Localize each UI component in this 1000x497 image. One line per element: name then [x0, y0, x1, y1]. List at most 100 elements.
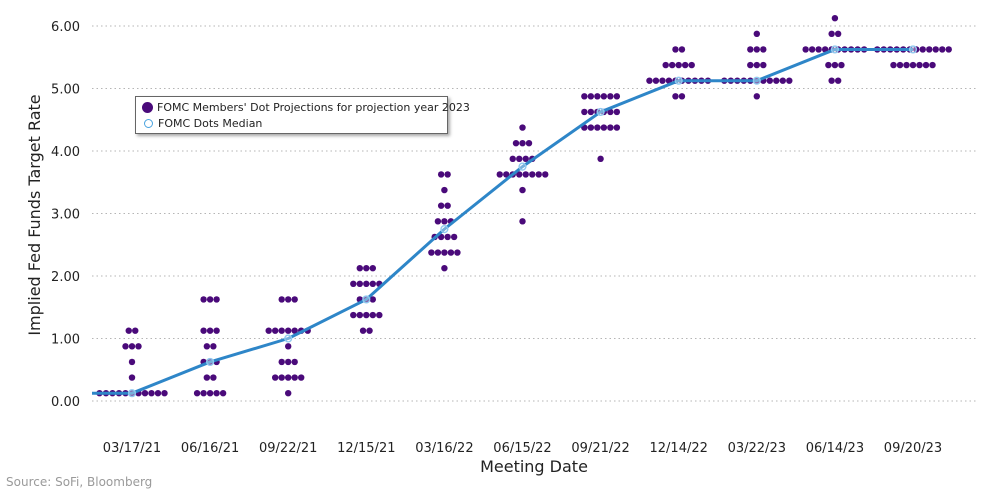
projection-dot: [272, 374, 279, 381]
projection-dot: [594, 124, 601, 131]
projection-dot: [760, 61, 767, 69]
projection-dot: [594, 93, 601, 100]
projection-dot: [909, 61, 917, 69]
projection-dot: [200, 327, 207, 334]
projection-dot: [141, 389, 149, 397]
y-tick-label: 2.00: [51, 270, 80, 285]
projection-dot: [447, 249, 455, 256]
projection-dot: [525, 139, 533, 147]
projection-dot: [278, 327, 285, 334]
projection-dot: [285, 296, 292, 303]
projection-dot: [779, 77, 786, 84]
projection-dot: [828, 30, 835, 38]
projection-dot: [581, 93, 588, 100]
projection-dot: [154, 389, 162, 397]
legend: FOMC Members' Dot Projections for projec…: [135, 96, 470, 134]
projection-dot: [659, 77, 666, 84]
median-marker: [596, 107, 605, 117]
projection-dot: [132, 327, 139, 334]
projection-dot: [356, 311, 363, 319]
projection-dot: [369, 280, 376, 288]
projection-dot: [542, 171, 549, 178]
projection-dot: [369, 296, 376, 303]
projection-dot: [376, 311, 383, 319]
projection-dot: [896, 61, 904, 69]
projection-dot: [437, 202, 445, 209]
projection-dot: [831, 14, 839, 22]
projection-dot: [359, 327, 367, 334]
projection-dot: [441, 186, 448, 194]
projection-dot: [450, 233, 458, 241]
projection-dot: [678, 93, 686, 100]
projection-dot: [926, 46, 933, 53]
projection-dot: [444, 202, 451, 209]
projection-dot: [834, 77, 842, 84]
median-marker: [830, 45, 840, 54]
projection-dot: [285, 343, 292, 350]
projection-dot: [441, 249, 448, 256]
projection-dot: [529, 171, 536, 178]
purple-dot-icon: [142, 102, 153, 113]
blue-ring-icon: [144, 119, 153, 128]
projection-dot: [828, 77, 835, 84]
projection-dot: [760, 46, 767, 53]
projection-dot: [278, 296, 285, 303]
x-tick-label: 09/22/21: [259, 441, 317, 456]
projection-dot: [834, 30, 842, 38]
projection-dot: [652, 77, 660, 84]
x-tick-label: 06/14/23: [806, 441, 864, 456]
projection-dot: [444, 171, 451, 178]
projection-dot: [675, 61, 682, 69]
legend-item-dots: FOMC Members' Dot Projections for projec…: [142, 101, 470, 114]
projection-dot: [838, 61, 845, 69]
y-tick-label: 5.00: [51, 83, 80, 98]
projection-dot: [213, 389, 220, 397]
projection-dot: [519, 186, 526, 194]
projection-dot: [363, 311, 370, 319]
projection-dot: [519, 218, 526, 225]
projection-dot: [613, 108, 621, 116]
projection-dot: [366, 327, 373, 334]
projection-dot: [128, 343, 136, 350]
median-marker: [908, 45, 918, 54]
projection-dot: [278, 358, 285, 366]
projection-dot: [272, 327, 279, 334]
dot-projections: [96, 14, 952, 397]
median-marker: [440, 225, 449, 234]
projection-dot: [519, 139, 526, 147]
source-note: Source: SoFi, Bloomberg: [6, 475, 153, 489]
y-tick-label: 0.00: [51, 395, 80, 410]
projection-dot: [939, 46, 946, 53]
projection-dot: [831, 61, 839, 69]
projection-dot: [945, 46, 952, 53]
median-marker: [674, 76, 683, 85]
projection-dot: [128, 374, 136, 381]
x-axis-label: Meeting Date: [480, 457, 588, 476]
projection-dot: [278, 374, 285, 381]
projection-dot: [213, 296, 220, 303]
projection-dot: [815, 46, 822, 53]
projection-dot: [434, 218, 442, 225]
x-tick-label: 06/15/22: [493, 441, 551, 456]
projection-dot: [128, 358, 136, 366]
y-tick-label: 3.00: [51, 208, 80, 223]
projection-dot: [516, 171, 523, 178]
x-tick-label: 03/22/23: [728, 441, 786, 456]
median-marker: [752, 76, 761, 85]
projection-dot: [672, 93, 679, 100]
projection-dot: [753, 30, 760, 38]
x-tick-label: 09/20/23: [884, 441, 942, 456]
projection-dot: [210, 374, 217, 381]
y-tick-label: 6.00: [51, 20, 80, 35]
projection-dot: [587, 124, 595, 131]
projection-dot: [808, 46, 816, 53]
projection-dot: [890, 61, 897, 69]
projection-dot: [665, 77, 673, 84]
projection-dot: [600, 93, 608, 100]
projection-dot: [428, 249, 435, 256]
median-marker: [127, 389, 137, 398]
projection-dot: [200, 296, 207, 303]
projection-dot: [662, 61, 669, 69]
projection-dot: [773, 77, 780, 84]
projection-dot: [285, 327, 292, 334]
